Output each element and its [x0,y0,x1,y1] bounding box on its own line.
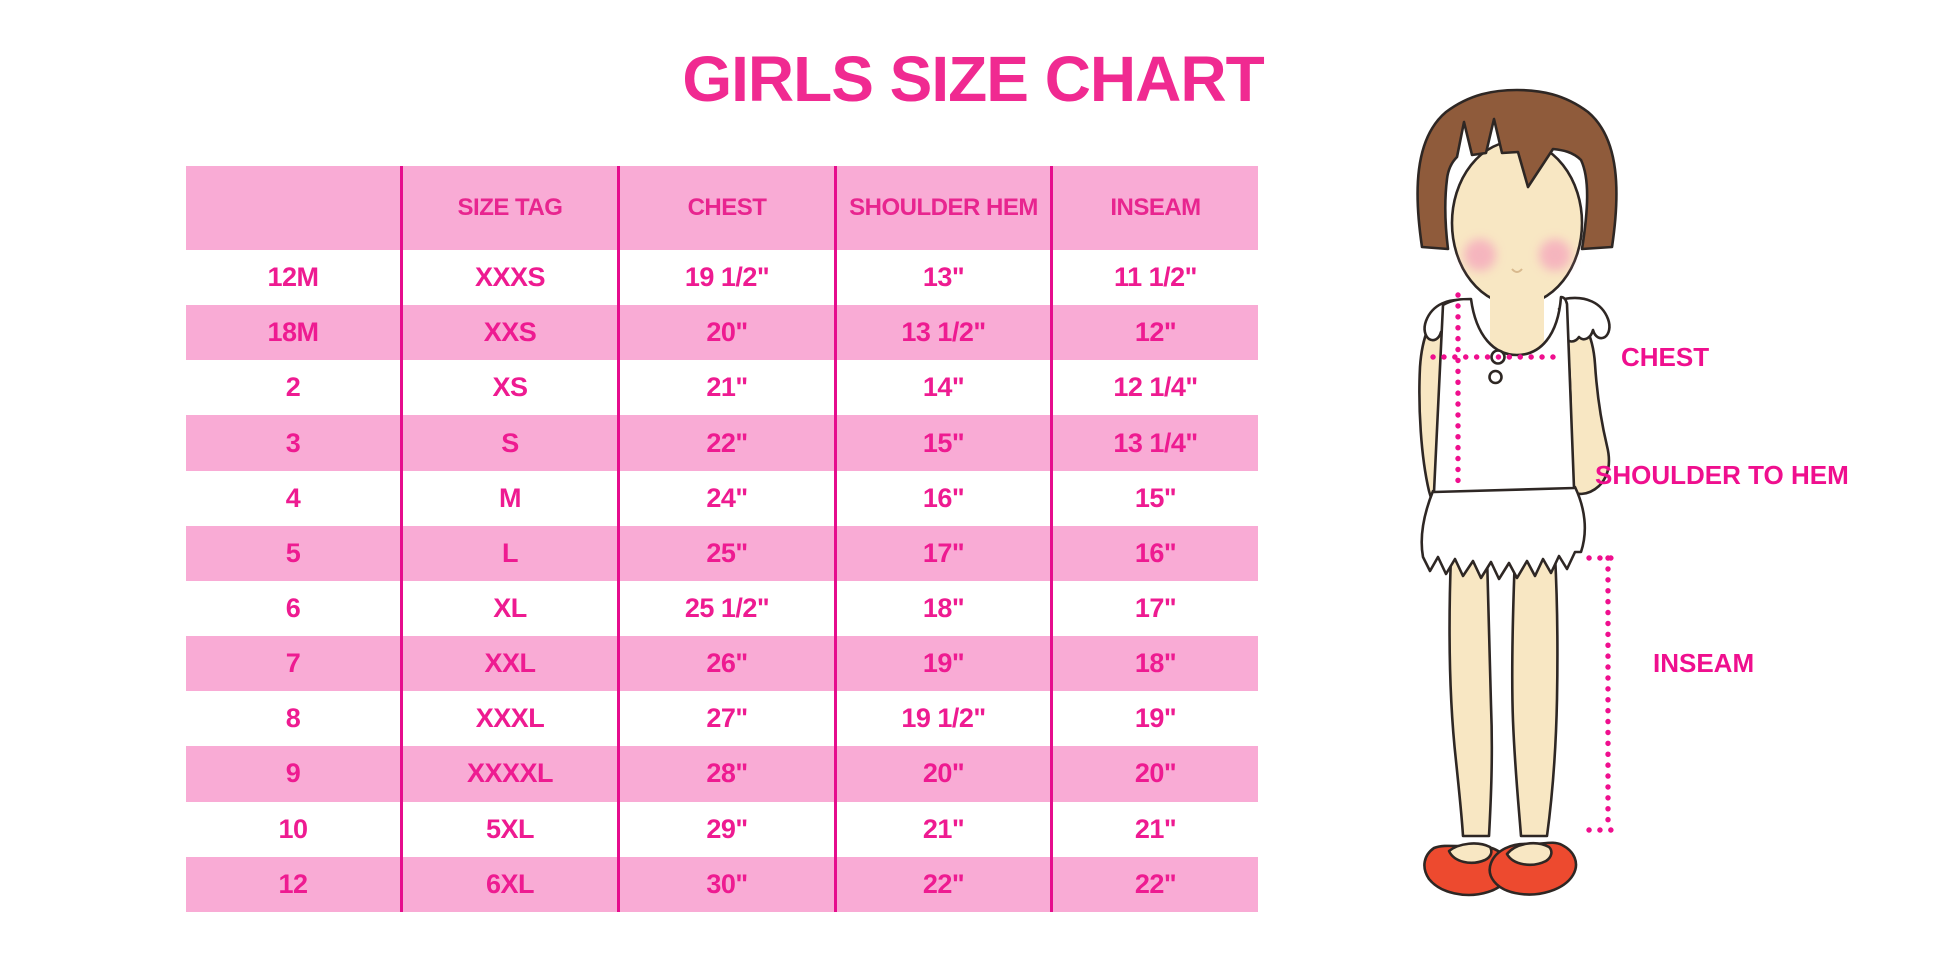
table-cell: 8 [285,703,301,734]
table-cell: 18M [186,305,400,361]
table-cell: 6XL [400,856,617,912]
nose-line [1511,268,1523,273]
table-cell: 21" [617,360,834,416]
ruffle-right [1562,296,1611,343]
table-cell: 30" [617,856,834,912]
table-cell: 6 [285,593,301,624]
face-shape [1450,139,1584,307]
table-cell: 17" [834,525,1050,581]
table-cell: XXL [400,636,617,692]
table-cell: XS [400,360,617,416]
leg-left [1448,553,1494,838]
hair-shape [1416,88,1618,251]
table-cell: 20" [834,746,1050,802]
table-cell: 5XL [400,801,617,857]
table-cell: 22" [834,856,1050,912]
chest-label: CHEST [1621,342,1710,372]
table-cell: 20" [617,305,834,361]
shoulder-to-hem-label: SHOULDER TO HEM [1595,460,1849,490]
table-cell: 19 1/2" [617,250,834,306]
table-cell: 25" [617,525,834,581]
table-cell: 22" [1050,856,1258,912]
table-cell: 3 [186,415,400,471]
page-title: GIRLS SIZE CHART [682,43,1264,115]
table-cell: 11 1/2" [1050,250,1258,306]
table-header-cell: SHOULDER HEM [834,166,1050,250]
table-cell: 19 1/2" [834,691,1050,747]
table-cell: 2 [285,372,301,403]
table-cell: 5 [186,525,400,581]
neck-shape [1490,290,1544,362]
table-cell: XXXL [400,691,617,747]
table-cell: 21" [1050,801,1258,857]
table-cell: 12" [1050,305,1258,361]
table-cell: XXS [400,305,617,361]
table-cell: 21" [834,801,1050,857]
table-cell: 26" [617,636,834,692]
table-cell: 25 1/2" [617,580,834,637]
leg-right [1510,553,1559,838]
table-cell: 14" [834,360,1050,416]
table-cell: 16" [834,470,1050,526]
blush-right-icon [1539,239,1571,271]
table-header-cell: SIZE TAG [400,166,617,250]
table-cell: 15" [1050,470,1258,526]
skirt-shape [1420,485,1587,581]
table-cell: 13 1/4" [1050,415,1258,471]
shoe-left-strap-opening [1447,842,1493,864]
table-cell: 19" [1050,691,1258,747]
table-cell: 12 [186,856,400,912]
table-cell: 12 1/4" [1050,360,1258,416]
table-cell: 10 [278,813,308,844]
table-cell: 22" [617,415,834,471]
blush-left-icon [1464,239,1496,271]
table-header-cell [186,166,400,250]
table-cell: M [400,470,617,526]
table-cell: 29" [617,801,834,857]
shoe-right-strap-opening [1505,841,1553,867]
table-cell: 13 1/2" [834,305,1050,361]
table-cell: 18" [834,580,1050,637]
table-cell: XXXS [400,250,617,306]
girl-illustration [1416,88,1622,897]
size-table: SIZE TAG CHEST SHOULDER HEM INSEAM 12M XXXS 19… [186,166,1258,912]
table-cell: 7 [186,636,400,692]
table-cell: 17" [1050,580,1258,637]
table-header-cell: INSEAM [1050,166,1258,250]
table-cell: 20" [1050,746,1258,802]
table-cell: 12M [267,262,319,293]
table-cell: L [400,525,617,581]
table-cell: 4 [285,482,301,513]
table-cell: 15" [834,415,1050,471]
table-header-cell: CHEST [617,166,834,250]
inseam-label: INSEAM [1653,648,1755,678]
table-cell: 13" [834,250,1050,306]
table-cell: 19" [834,636,1050,692]
table-cell: 28" [617,746,834,802]
table-cell: 16" [1050,525,1258,581]
table-cell: 9 [186,746,400,802]
table-cell: S [400,415,617,471]
table-cell: 27" [617,691,834,747]
table-cell: 18" [1050,636,1258,692]
table-cell: XL [400,580,617,637]
table-cell: 24" [617,470,834,526]
table-cell: XXXXL [400,746,617,802]
button-bottom [1488,369,1503,385]
